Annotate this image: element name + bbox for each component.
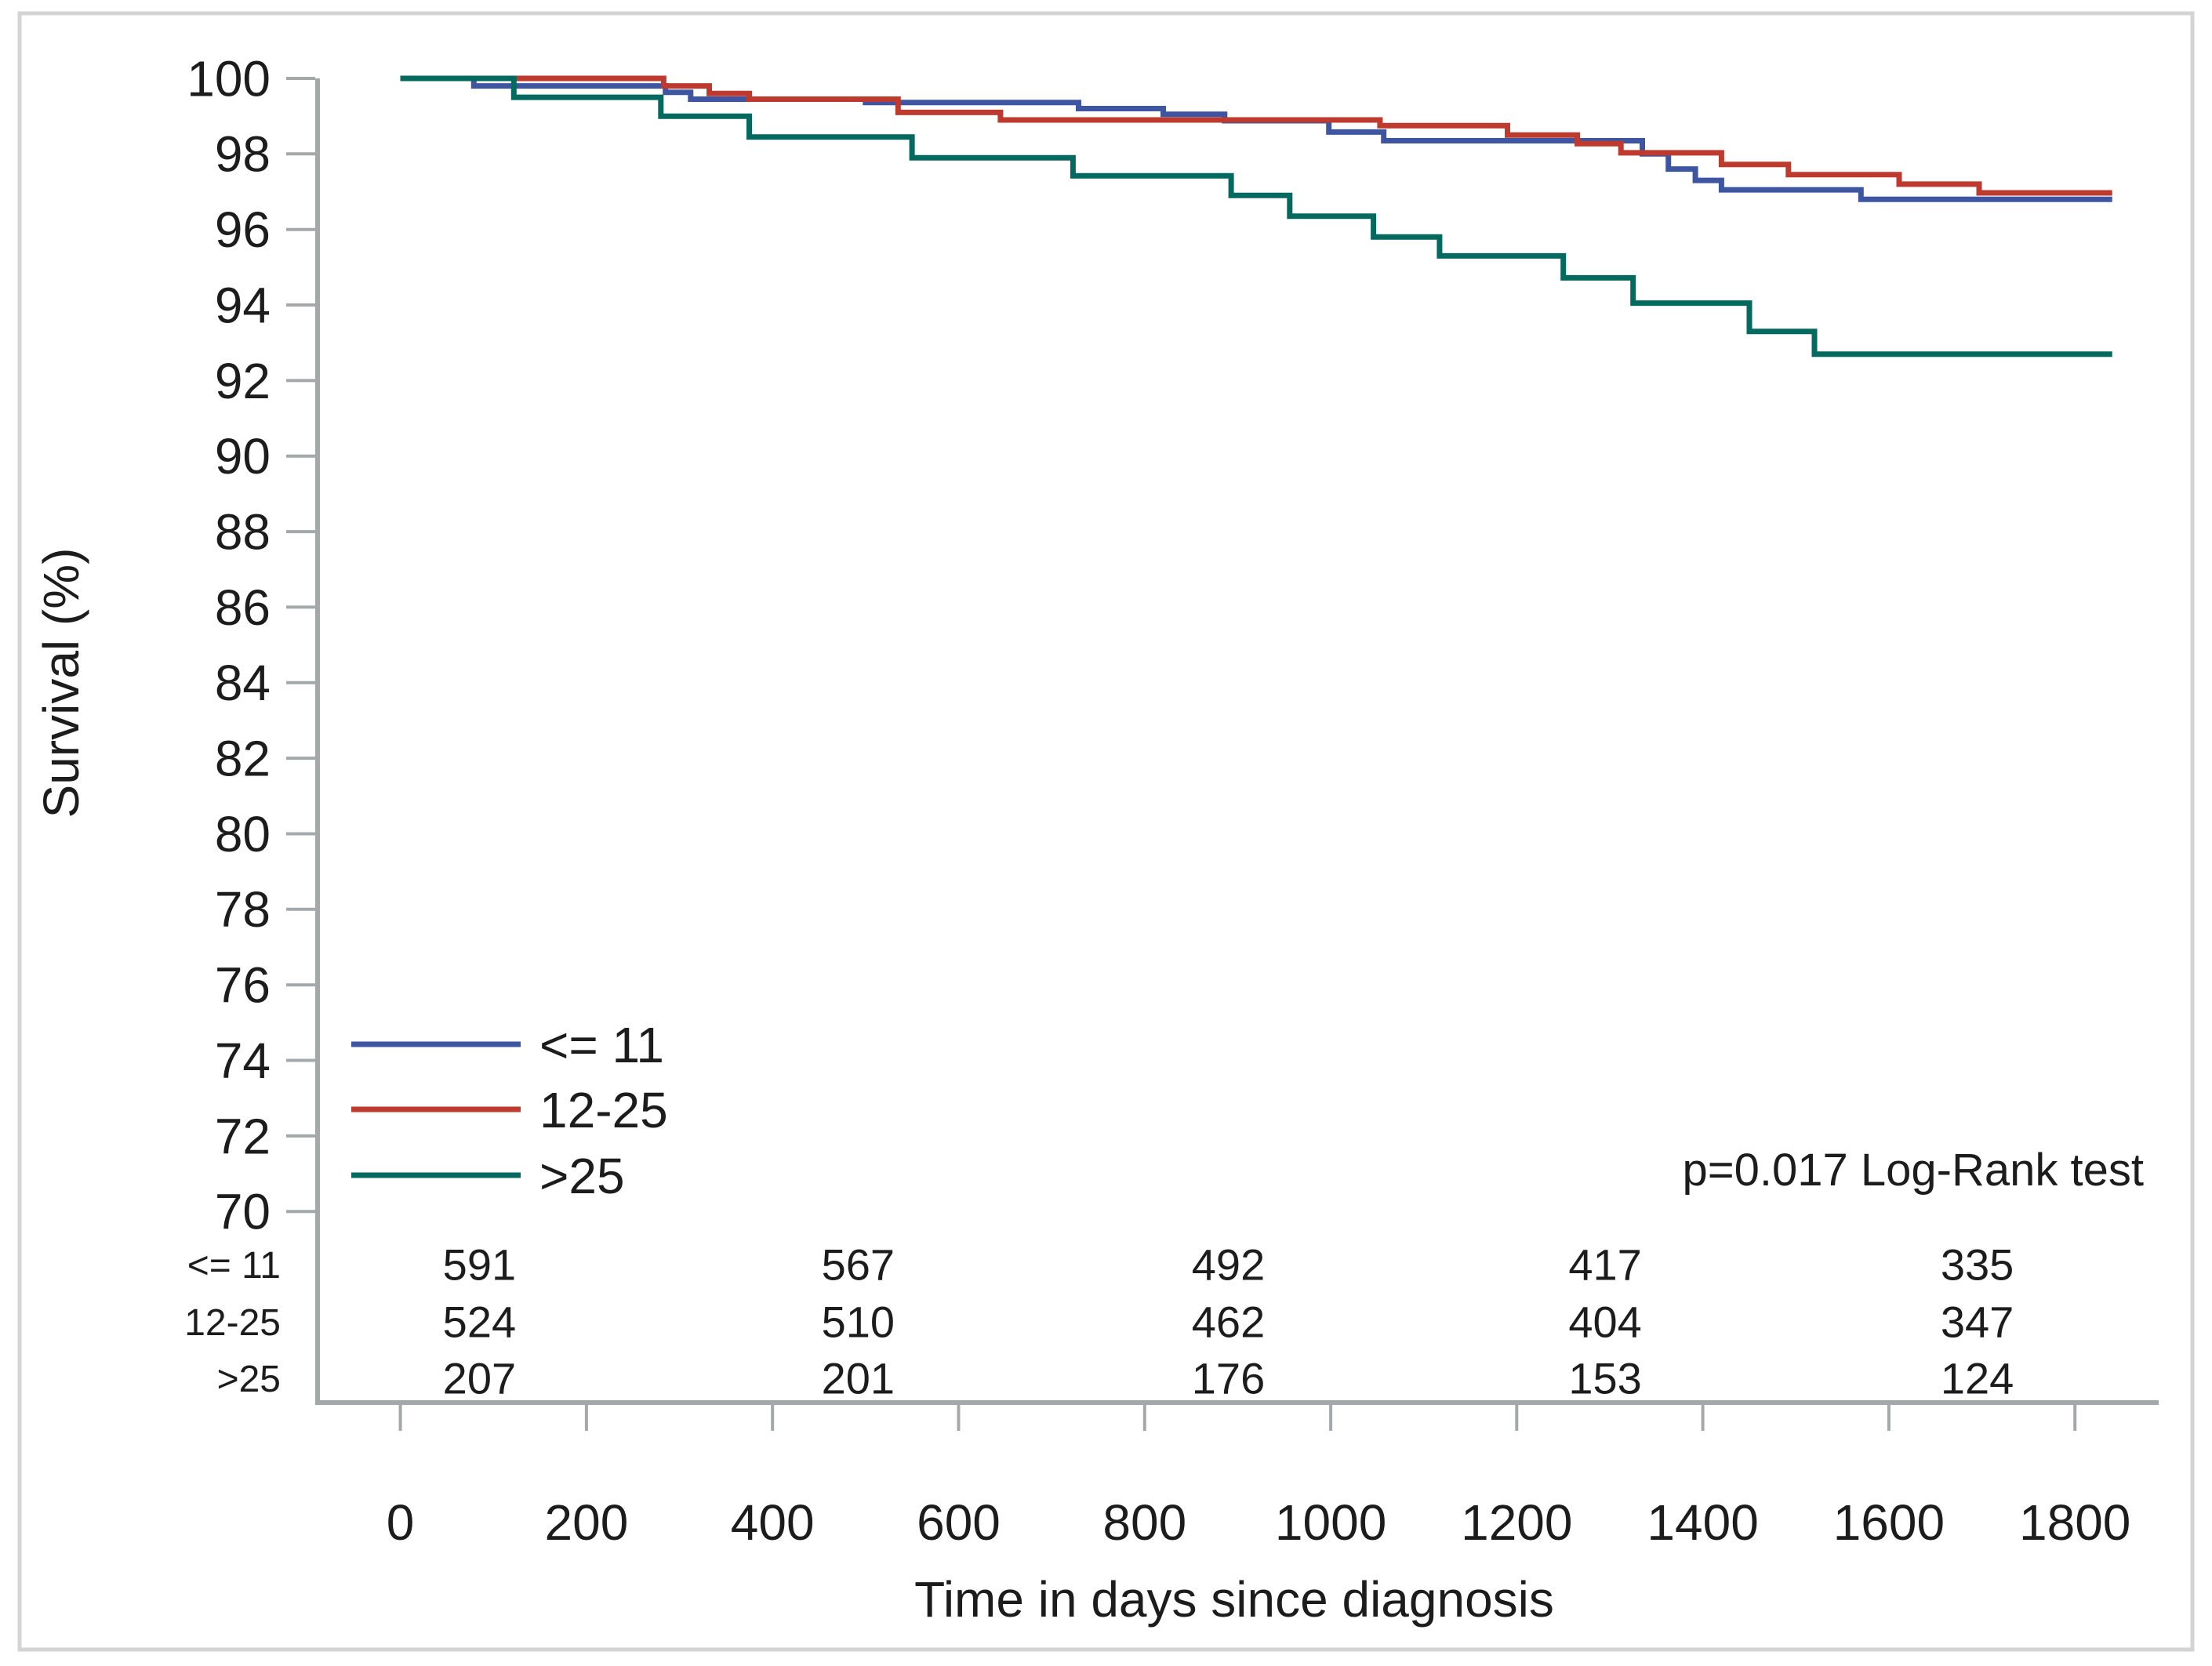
x-tick-label: 0: [387, 1494, 415, 1551]
at-risk-count: 510: [822, 1298, 895, 1347]
at-risk-count: 201: [822, 1354, 895, 1403]
legend-label: <= 11: [539, 1017, 664, 1073]
y-tick-label: 90: [215, 428, 271, 485]
y-tick-label: 98: [215, 126, 271, 183]
x-tick-label: 600: [917, 1494, 1001, 1551]
x-tick-label: 1600: [1833, 1494, 1945, 1551]
at-risk-count: 567: [822, 1240, 895, 1290]
legend: <= 11 12-25 >25: [351, 1017, 668, 1204]
x-tick-label: 1400: [1647, 1494, 1758, 1551]
legend-label: >25: [539, 1148, 625, 1204]
at-risk-row-label: >25: [217, 1359, 281, 1400]
at-risk-row-label: 12-25: [184, 1302, 281, 1344]
x-tick-group: 0 200 400 600 800 1000 1200 1400 1600 1800: [387, 1405, 2130, 1551]
x-tick-label: 400: [731, 1494, 815, 1551]
y-tick-group: 100 98 96 94 92 90 88 86 84 82 80 78 76 74 72 70: [187, 50, 315, 1240]
x-tick-label: 1800: [2019, 1494, 2130, 1551]
y-tick-label: 100: [187, 50, 271, 107]
x-tick-label: 200: [545, 1494, 629, 1551]
x-axis-title: Time in days since diagnosis: [914, 1571, 1554, 1628]
figure-border: [17, 11, 2195, 1652]
y-tick-label: 80: [215, 806, 271, 862]
at-risk-count: 124: [1941, 1354, 2014, 1403]
at-risk-count: 492: [1192, 1240, 1265, 1290]
at-risk-table: <= 11 591 567 492 417 335 12-25 524 510 462 404 347…: [184, 1240, 2014, 1403]
survival-curve-1225: [400, 75, 2112, 196]
log-rank-annotation: p=0.017 Log-Rank test: [1683, 1145, 2144, 1196]
axes: [315, 78, 2159, 1405]
y-axis-title: Survival (%): [33, 548, 89, 818]
at-risk-count: 462: [1192, 1298, 1265, 1347]
y-tick-label: 82: [215, 731, 271, 787]
y-tick-label: 86: [215, 579, 271, 636]
survival-curves: [400, 75, 2112, 358]
y-tick-label: 78: [215, 881, 271, 938]
legend-label: 12-25: [539, 1082, 668, 1138]
y-tick-label: 88: [215, 504, 271, 561]
y-tick-label: 84: [215, 655, 271, 711]
y-tick-label: 72: [215, 1108, 271, 1164]
x-tick-label: 800: [1102, 1494, 1186, 1551]
x-tick-label: 1000: [1275, 1494, 1386, 1551]
y-tick-label: 92: [215, 353, 271, 409]
at-risk-count: 524: [443, 1298, 516, 1347]
y-tick-label: 70: [215, 1184, 271, 1240]
at-risk-count: 404: [1568, 1298, 1641, 1347]
at-risk-count: 417: [1568, 1240, 1641, 1290]
at-risk-count: 176: [1192, 1354, 1265, 1403]
at-risk-row-label: <= 11: [187, 1245, 281, 1287]
y-tick-label: 94: [215, 277, 271, 333]
at-risk-count: 207: [443, 1354, 516, 1403]
x-tick-label: 1200: [1461, 1494, 1572, 1551]
at-risk-count: 335: [1941, 1240, 2014, 1290]
survival-curve-25: [400, 75, 2112, 358]
at-risk-count: 153: [1568, 1354, 1641, 1403]
at-risk-count: 347: [1941, 1298, 2014, 1347]
y-tick-label: 96: [215, 201, 271, 258]
y-tick-label: 74: [215, 1033, 271, 1089]
y-tick-label: 76: [215, 957, 271, 1014]
at-risk-count: 591: [443, 1240, 516, 1290]
